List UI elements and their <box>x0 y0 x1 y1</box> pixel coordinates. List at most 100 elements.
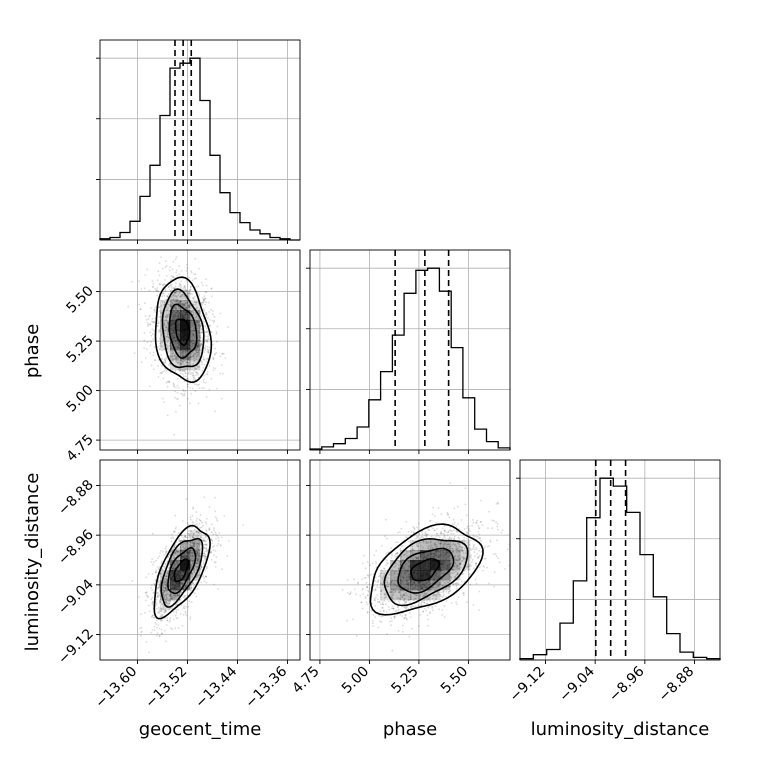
scatter-point <box>187 350 190 352</box>
scatter-point <box>173 306 176 309</box>
scatter-point <box>186 377 189 380</box>
scatter-point <box>178 351 181 353</box>
scatter-point <box>444 536 446 539</box>
scatter-point <box>179 368 182 371</box>
scatter-point <box>183 286 186 289</box>
scatter-point <box>179 362 182 365</box>
scatter-point <box>433 586 435 589</box>
scatter-point <box>172 557 175 560</box>
scatter-point <box>164 326 167 329</box>
scatter-point <box>183 303 186 306</box>
scatter-point <box>450 558 452 560</box>
scatter-point <box>390 574 393 577</box>
scatter-point <box>168 269 171 272</box>
scatter-point <box>385 596 388 598</box>
scatter-point <box>196 566 199 568</box>
scatter-point <box>172 308 175 310</box>
scatter-point <box>424 532 426 535</box>
scatter-point <box>184 535 187 538</box>
scatter-point <box>383 597 386 600</box>
scatter-point <box>190 601 193 604</box>
scatter-point <box>173 292 176 295</box>
scatter-point <box>163 591 165 594</box>
scatter-point <box>159 343 162 345</box>
scatter-point <box>199 336 202 339</box>
scatter-point <box>420 531 423 534</box>
scatter-point <box>157 568 160 570</box>
scatter-point <box>176 358 179 361</box>
scatter-point <box>461 549 464 552</box>
scatter-point <box>379 603 382 606</box>
scatter-point <box>192 334 195 337</box>
scatter-point <box>385 610 388 613</box>
scatter-point <box>160 562 163 564</box>
scatter-point <box>191 279 194 282</box>
scatter-point <box>159 583 162 586</box>
scatter-point <box>404 607 407 610</box>
scatter-point <box>284 603 286 605</box>
scatter-point <box>463 536 466 539</box>
scatter-point <box>212 533 215 536</box>
scatter-point <box>164 563 167 565</box>
scatter-point <box>156 324 159 327</box>
scatter-point <box>171 293 174 296</box>
scatter-point <box>170 595 173 598</box>
scatter-point <box>367 594 369 597</box>
scatter-point <box>469 547 472 550</box>
scatter-point <box>185 361 188 364</box>
scatter-point <box>200 343 202 346</box>
scatter-point <box>151 601 154 604</box>
scatter-point <box>143 332 146 334</box>
scatter-point <box>205 547 208 550</box>
scatter-point <box>161 357 163 360</box>
scatter-point <box>185 605 187 608</box>
scatter-point <box>153 583 155 585</box>
scatter-point <box>193 343 196 345</box>
scatter-point <box>199 542 202 545</box>
scatter-point <box>158 627 161 630</box>
scatter-point <box>454 543 457 546</box>
scatter-point <box>163 323 166 326</box>
scatter-point <box>192 333 195 336</box>
scatter-point <box>386 581 389 584</box>
scatter-point <box>193 327 196 330</box>
scatter-point <box>452 582 455 585</box>
scatter-point <box>429 612 431 615</box>
scatter-point <box>391 560 394 563</box>
scatter-point <box>189 526 191 529</box>
scatter-point <box>468 525 471 527</box>
scatter-point <box>179 369 182 372</box>
scatter-point <box>138 280 141 282</box>
scatter-point <box>208 338 211 341</box>
scatter-point <box>432 594 434 597</box>
scatter-point <box>160 628 163 631</box>
scatter-point <box>191 344 194 346</box>
scatter-point <box>204 575 207 578</box>
scatter-point <box>152 286 155 288</box>
scatter-point <box>454 562 457 564</box>
scatter-point <box>183 594 186 597</box>
scatter-point <box>182 389 185 392</box>
scatter-point <box>182 350 185 353</box>
scatter-point <box>156 287 159 289</box>
scatter-point <box>176 274 179 277</box>
scatter-point <box>467 541 470 544</box>
scatter-point <box>198 544 201 546</box>
scatter-point <box>199 555 202 558</box>
scatter-point <box>498 561 501 564</box>
scatter-point <box>222 353 225 355</box>
scatter-point <box>373 554 376 557</box>
scatter-point <box>175 358 177 361</box>
scatter-point <box>191 526 194 529</box>
scatter-point <box>454 583 457 585</box>
density-square <box>180 320 191 331</box>
scatter-point <box>171 298 174 301</box>
scatter-point <box>175 357 178 360</box>
scatter-point <box>390 547 393 549</box>
scatter-point <box>433 580 435 583</box>
scatter-point <box>165 550 168 552</box>
scatter-point <box>133 352 136 354</box>
scatter-point <box>403 599 405 602</box>
scatter-point <box>173 594 176 596</box>
scatter-point <box>191 520 194 523</box>
